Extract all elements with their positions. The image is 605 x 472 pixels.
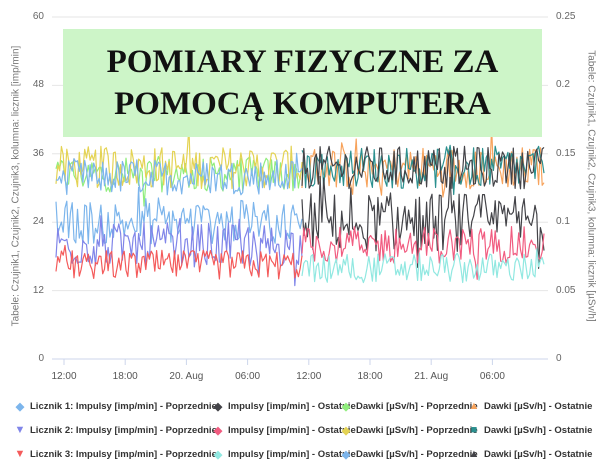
series-line xyxy=(301,145,545,190)
x-axis-tick-label: 06:00 xyxy=(479,371,505,382)
legend-label: Licznik 1: Impulsy [imp/min] - Poprzedni… xyxy=(30,401,217,412)
left-axis-tick-label: 24 xyxy=(32,216,44,228)
right-axis-tick-label: 0.05 xyxy=(556,284,576,296)
series-line xyxy=(301,248,545,284)
legend-label: Licznik 3: Impulsy [imp/min] - Poprzedni… xyxy=(30,448,217,460)
series-line xyxy=(301,127,545,198)
legend-item[interactable]: ▼ Licznik 2: Impulsy [imp/min] - Poprzedn… xyxy=(14,424,217,436)
x-axis-tick-label: 06:00 xyxy=(235,371,261,382)
left-axis-tick-label: 36 xyxy=(32,147,44,159)
right-axis-tick-label: 0.25 xyxy=(556,11,576,22)
left-axis-title: Tabele: Czujnik1, Czujnik2, Czujnik3, ko… xyxy=(10,45,22,327)
legend-label: Dawki [µSv/h] - Ostatnie xyxy=(484,448,593,460)
legend-label: Dawki [µSv/h] - Poprzednie xyxy=(356,401,478,412)
legend-marker-icon: ◆ xyxy=(15,401,25,413)
right-axis-tick-label: 0.1 xyxy=(556,216,570,228)
legend-marker-icon: ▲ xyxy=(468,400,480,412)
x-axis-tick-label: 18:00 xyxy=(112,371,138,382)
legend-marker-icon: ◆ xyxy=(341,449,351,461)
left-axis-tick-label: 12 xyxy=(32,284,44,296)
chart-title: POMIARY FIZYCZNE ZA POMOCĄ KOMPUTERA xyxy=(106,44,499,122)
left-axis-tick-label: 0 xyxy=(38,353,44,364)
legend-label: Dawki [µSv/h] - Poprzednie xyxy=(356,449,478,460)
legend-label: Impulsy [imp/min] - Ostatnie xyxy=(228,425,356,436)
left-axis-tick-label: 48 xyxy=(32,79,44,91)
series-line xyxy=(301,175,545,269)
legend-marker-icon: ◆ xyxy=(213,401,223,413)
series-line xyxy=(55,244,303,280)
legend-label: Dawki [µSv/h] - Ostatnie xyxy=(484,424,593,436)
legend-item[interactable]: ◆ Dawki [µSv/h] - Poprzednie xyxy=(340,400,478,413)
legend-label: Licznik 2: Impulsy [imp/min] - Poprzedni… xyxy=(30,424,217,436)
right-axis-tick-label: 0.15 xyxy=(556,147,576,159)
legend-marker-icon: ◆ xyxy=(213,425,223,437)
legend-label: Dawki [µSv/h] - Ostatnie xyxy=(484,400,593,412)
legend-item[interactable]: ◆ Licznik 1: Impulsy [imp/min] - Poprzedn… xyxy=(14,400,217,413)
series-line xyxy=(55,186,303,245)
legend-item[interactable]: ◆ Impulsy [imp/min] - Ostatnie xyxy=(212,448,356,461)
x-axis-tick-label: 18:00 xyxy=(357,371,383,382)
right-axis-tick-label: 0.2 xyxy=(556,79,570,91)
legend-marker-icon: ▲ xyxy=(468,448,480,460)
right-axis-tick-label: 0 xyxy=(556,353,562,364)
legend-item[interactable]: ◆ Dawki [µSv/h] - Poprzednie xyxy=(340,424,478,437)
right-axis-title: Tabele: Czujnik1, Czujnik2, Czujnik3, ko… xyxy=(585,50,597,322)
x-axis-tick-label: 21. Aug xyxy=(414,371,449,382)
legend-label: Dawki [µSv/h] - Poprzednie xyxy=(356,425,478,436)
legend-marker-icon: ◆ xyxy=(213,449,223,461)
x-axis-tick-label: 12:00 xyxy=(296,371,322,382)
left-axis-tick-label: 60 xyxy=(32,11,44,22)
legend-item[interactable]: ▲ Dawki [µSv/h] - Ostatnie xyxy=(468,400,593,412)
legend-label: Impulsy [imp/min] - Ostatnie xyxy=(228,449,356,460)
series-line xyxy=(55,152,303,196)
legend-item[interactable]: ▼ Licznik 3: Impulsy [imp/min] - Poprzedn… xyxy=(14,448,217,460)
x-axis-tick-label: 20. Aug xyxy=(169,371,204,382)
legend-item[interactable]: ◆ Impulsy [imp/min] - Ostatnie xyxy=(212,400,356,413)
legend-marker-icon: ▼ xyxy=(14,448,26,460)
legend-item[interactable]: ■ Dawki [µSv/h] - Ostatnie xyxy=(468,424,593,436)
legend-marker-icon: ▼ xyxy=(14,424,26,436)
chart-title-banner: POMIARY FIZYCZNE ZA POMOCĄ KOMPUTERA xyxy=(63,29,542,137)
legend-item[interactable]: ◆ Dawki [µSv/h] - Poprzednie xyxy=(340,448,478,461)
legend-item[interactable]: ◆ Impulsy [imp/min] - Ostatnie xyxy=(212,424,356,437)
series-line xyxy=(301,226,545,280)
series-line xyxy=(55,215,303,287)
legend-marker-icon: ■ xyxy=(470,424,478,436)
legend-label: Impulsy [imp/min] - Ostatnie xyxy=(228,401,356,412)
legend-marker-icon: ◆ xyxy=(341,425,351,437)
legend-item[interactable]: ▲ Dawki [µSv/h] - Ostatnie xyxy=(468,448,593,460)
legend-marker-icon: ◆ xyxy=(341,401,351,413)
x-axis-tick-label: 12:00 xyxy=(51,371,77,382)
